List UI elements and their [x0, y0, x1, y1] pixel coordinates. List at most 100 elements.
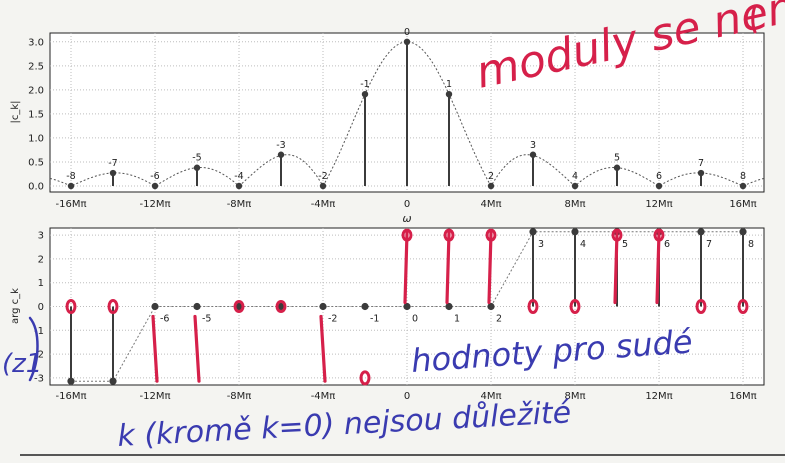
magnitude-stem-marker [151, 182, 159, 190]
red-stem-stroke [445, 231, 451, 305]
red-circle-mark [485, 228, 497, 242]
magnitude-stem-marker [193, 164, 201, 171]
red-circle-mark [443, 228, 455, 242]
magnitude-stem-label: 5 [614, 153, 620, 164]
magnitude-stem-marker [697, 169, 705, 177]
red-circle-mark [401, 228, 413, 242]
magnitude-stems: -8 -7 -6 -5 -4 -3 -2 -1 0 1 2 3 4 5 6 7 8 [66, 27, 747, 190]
phase-ytick-label: -3 [34, 373, 44, 384]
magnitude-xtick-label: -4Mπ [311, 199, 336, 210]
phase-stem-label: 1 [454, 314, 460, 325]
phase-stem-marker [277, 302, 285, 311]
phase-stem-label: 8 [748, 239, 754, 250]
phase-ylabel: arg c_k [10, 288, 21, 324]
phase-stem-label: -5 [202, 314, 211, 325]
phase-stem-label: 7 [706, 239, 712, 250]
phase-stem-label: -6 [160, 314, 169, 325]
phase-stem-marker [151, 302, 159, 311]
phase-stem-marker [529, 228, 537, 236]
magnitude-stem-label: -8 [66, 171, 75, 182]
phase-xtick-label: 4Mπ [480, 391, 501, 402]
magnitude-ytick-label: 0.0 [28, 182, 44, 193]
phase-xtick-label: -8Mπ [227, 391, 252, 402]
phase-stem-marker [697, 228, 705, 236]
magnitude-stem-marker [361, 90, 369, 98]
magnitude-stem-label: 4 [572, 171, 578, 182]
red-circle-mark [275, 300, 287, 313]
magnitude-stem-marker [67, 182, 75, 190]
phase-xtick-label: 16Mπ [729, 391, 756, 402]
phase-stem-label: -2 [328, 314, 337, 325]
magnitude-xtick-label: 4Mπ [480, 199, 501, 210]
red-stem-stroke [487, 231, 493, 305]
magnitude-xtick-label: 12Mπ [645, 199, 672, 210]
phase-stem-marker [739, 228, 747, 236]
phase-stem-label: 2 [496, 314, 502, 325]
magnitude-stem-marker [655, 182, 663, 190]
phase-ytick-label: -1 [34, 326, 44, 337]
magnitude-stem-label: -7 [108, 158, 117, 169]
phase-stem-marker [361, 302, 369, 311]
phase-ytick-label: 1 [38, 278, 44, 289]
magnitude-ytick-label: 2.5 [28, 61, 44, 72]
magnitude-xlabel: ω [402, 212, 411, 225]
red-stem-stroke [613, 231, 619, 305]
handwritten-note-line2: k (kromě k=0) nejsou důležité [117, 395, 572, 454]
phase-xtick-label: 12Mπ [645, 391, 672, 402]
magnitude-stem-label: 2 [488, 171, 494, 182]
red-stem-stroke [319, 314, 327, 383]
phase-stem-marker [403, 302, 411, 311]
magnitude-stem-marker [529, 151, 537, 158]
red-circle-mark [611, 228, 623, 242]
magnitude-stem-label: 3 [530, 140, 536, 151]
magnitude-stem-marker [571, 182, 579, 190]
red-circle-mark [359, 370, 371, 386]
phase-stem-marker [235, 302, 243, 311]
magnitude-stem-marker [445, 90, 453, 98]
magnitude-ytick-label: 0.5 [28, 157, 44, 168]
red-circle-mark [107, 299, 119, 314]
phase-y-ticks: -3 -2 -1 0 1 2 3 [34, 231, 44, 385]
magnitude-y-ticks: 0.0 0.5 1.0 1.5 2.0 2.5 3.0 [28, 37, 44, 192]
phase-xtick-label: -4Mπ [311, 391, 336, 402]
magnitude-stem-marker [235, 182, 243, 190]
magnitude-stem-label: 0 [404, 27, 410, 38]
red-stem-stroke [193, 314, 201, 383]
red-bracket-mark [751, 4, 757, 34]
magnitude-xtick-label: -12Mπ [140, 199, 171, 210]
red-stem-stroke [403, 231, 409, 305]
magnitude-stem-label: -5 [192, 153, 201, 164]
magnitude-xtick-label: -16Mπ [56, 199, 87, 210]
magnitude-plot: -8 -7 -6 -5 -4 -3 -2 -1 0 1 2 3 4 5 6 7 8 0.0 0.5 1.0 1.5 2.… [10, 27, 765, 225]
red-circle-mark [233, 300, 245, 313]
phase-xtick-label: -12Mπ [140, 391, 171, 402]
red-circle-mark [653, 228, 665, 242]
phase-stem-marker [109, 377, 117, 385]
magnitude-stem-label: -4 [234, 171, 243, 182]
phase-stem-label: 0 [412, 314, 418, 325]
red-stem-stroke [655, 231, 661, 305]
magnitude-stem-label: -6 [150, 171, 159, 182]
magnitude-stem-label: 6 [656, 171, 662, 182]
magnitude-stem-label: 1 [446, 79, 452, 90]
phase-stem-marker [193, 302, 201, 311]
magnitude-ylabel: |c_k| [10, 100, 21, 123]
phase-xtick-label: 8Mπ [564, 391, 585, 402]
magnitude-x-ticks: -16Mπ -12Mπ -8Mπ -4Mπ 0 4Mπ 8Mπ 12Mπ 16Mπ [56, 199, 757, 210]
magnitude-stem-marker [613, 164, 621, 171]
magnitude-xtick-label: -8Mπ [227, 199, 252, 210]
magnitude-ytick-label: 1.0 [28, 133, 44, 144]
magnitude-ytick-label: 1.5 [28, 109, 44, 120]
phase-stem-label: 4 [580, 239, 586, 250]
magnitude-stem-marker [487, 182, 495, 190]
phase-ytick-label: 2 [38, 254, 44, 265]
phase-stem-label: 3 [538, 239, 544, 250]
magnitude-ytick-label: 3.0 [28, 37, 44, 48]
phase-xtick-label: 0 [404, 391, 410, 402]
magnitude-stem-marker [739, 182, 747, 190]
magnitude-stem-label: -1 [360, 79, 369, 90]
phase-stem-label: 6 [664, 239, 670, 250]
magnitude-stem-marker [277, 151, 285, 158]
magnitude-ytick-label: 2.0 [28, 85, 44, 96]
